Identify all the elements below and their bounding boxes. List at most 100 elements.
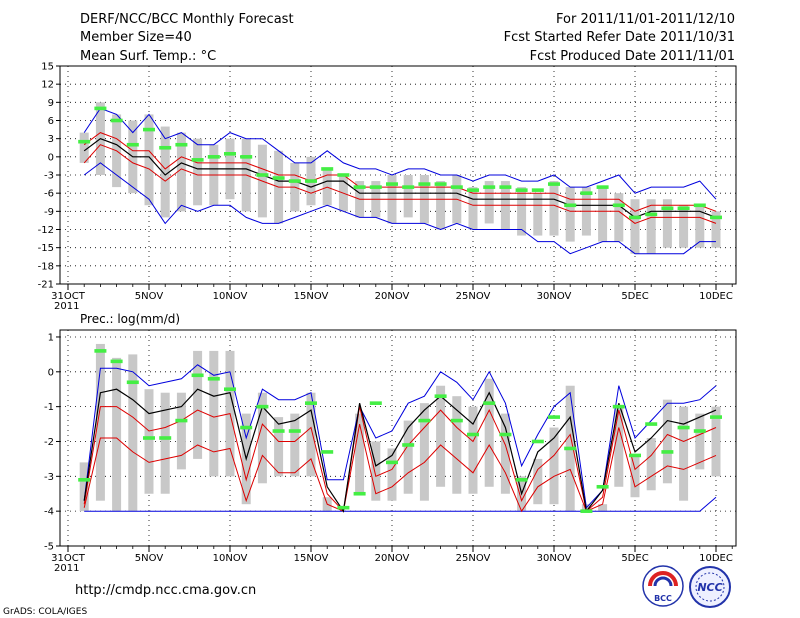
temp-observed-marker xyxy=(710,215,722,220)
temp-ytick-label: -3 xyxy=(44,171,54,182)
prec-observed-marker xyxy=(515,478,528,482)
prec-observed-marker xyxy=(564,446,577,451)
prec-observed-marker xyxy=(224,387,236,392)
temp-ytick-label: 15 xyxy=(41,62,54,73)
prec-ensemble-box xyxy=(711,406,721,477)
bcc-logo-text: BCC xyxy=(654,594,672,603)
prec-observed-marker xyxy=(677,425,690,430)
prec-observed-marker xyxy=(78,478,91,482)
prec-ensemble-box xyxy=(468,406,478,494)
prec-plot-frame xyxy=(59,329,737,547)
prec-ensemble-box xyxy=(549,427,559,505)
temp-observed-marker xyxy=(531,188,544,192)
temp-ensemble-box xyxy=(614,193,624,242)
prec-ensemble-box xyxy=(112,357,122,512)
prec-ytick-label: -5 xyxy=(44,542,54,553)
temp-observed-marker xyxy=(450,185,463,189)
temp-ytick-label: -18 xyxy=(38,261,54,272)
temp-ytick-label: -9 xyxy=(44,207,54,218)
temp-observed-marker xyxy=(402,185,415,189)
temp-observed-marker xyxy=(143,127,155,132)
prec-ensemble-box xyxy=(598,504,608,512)
temp-observed-marker xyxy=(548,182,560,186)
temp-ensemble-box xyxy=(484,181,494,224)
temp-xtick-label: 5NOV xyxy=(135,291,164,302)
prec-xtick-label: 31OCT xyxy=(51,553,86,564)
temp-ensemble-box xyxy=(711,211,721,248)
prec-ensemble-box xyxy=(144,389,154,494)
prec-ensemble-box xyxy=(160,392,170,494)
bcc-logo: BCC xyxy=(642,565,684,607)
temp-ytick-label: -15 xyxy=(38,243,54,254)
temp-observed-marker xyxy=(596,185,609,189)
temp-ensemble-box xyxy=(679,205,689,248)
temp-xtick-label: 5DEC xyxy=(621,291,648,302)
prec-ensemble-box xyxy=(484,378,494,487)
temp-xtick-label: 20NOV xyxy=(375,291,410,302)
temp-observed-marker xyxy=(272,176,285,180)
prec-observed-marker xyxy=(110,359,123,364)
prec-observed-marker xyxy=(288,429,301,433)
temp-xtick-label: 31OCT xyxy=(51,291,86,302)
temp-observed-marker xyxy=(612,203,625,208)
prec-observed-marker xyxy=(467,432,479,437)
prec-ensemble-box xyxy=(355,413,365,494)
prec-ci-lower-line xyxy=(83,423,717,513)
temp-ensemble-box xyxy=(549,181,559,236)
prec-ensemble-box xyxy=(209,350,219,477)
prec-observed-marker xyxy=(596,484,609,489)
prec-ytick-label: -2 xyxy=(44,437,54,448)
temp-xtick-label: 10DEC xyxy=(699,291,733,302)
temp-ytick-label: 12 xyxy=(41,80,54,91)
prec-ensemble-box xyxy=(79,462,89,512)
prec-observed-marker xyxy=(661,450,674,454)
prec-ensemble-box xyxy=(306,392,316,477)
prec-year-label: 2011 xyxy=(54,563,79,574)
prec-ytick-label: 0 xyxy=(48,367,54,378)
temp-ci-lower-line xyxy=(83,144,717,224)
temp-observed-marker xyxy=(564,203,577,208)
temp-mean-line xyxy=(83,138,717,219)
prec-ensemble-box xyxy=(274,417,284,477)
prec-ytick-label: 1 xyxy=(48,332,54,343)
prec-ytick-label: -4 xyxy=(44,507,54,518)
prec-observed-marker xyxy=(159,436,172,440)
temp-observed-marker xyxy=(483,185,496,189)
prec-observed-marker xyxy=(531,439,544,444)
prec-ensemble-box xyxy=(452,396,462,494)
temp-xtick-label: 30NOV xyxy=(537,291,572,302)
temp-xtick-label: 25NOV xyxy=(456,291,491,302)
temp-observed-marker xyxy=(240,155,253,159)
prec-observed-marker xyxy=(337,505,350,510)
prec-range-max-line xyxy=(83,364,717,509)
temp-ci-upper-line xyxy=(83,132,717,212)
grads-credit: GrADS: COLA/IGES xyxy=(3,607,87,617)
prec-ensemble-box xyxy=(679,406,689,501)
temp-ytick-label: -6 xyxy=(44,189,54,200)
prec-xtick-label: 10DEC xyxy=(699,553,733,564)
temp-observed-marker xyxy=(78,139,91,144)
prec-ci-upper-line xyxy=(83,406,717,513)
prec-observed-marker xyxy=(175,418,188,423)
figure-title: DERF/NCC/BCC Monthly Forecast xyxy=(80,12,294,27)
prec-observed-marker xyxy=(450,418,463,423)
temp-observed-marker xyxy=(305,179,317,183)
prec-ensemble-box xyxy=(257,392,267,484)
temp-observed-marker xyxy=(515,188,528,192)
member-size-label: Member Size=40 xyxy=(80,30,192,45)
prec-ensemble-box xyxy=(128,354,138,512)
temp-observed-marker xyxy=(126,142,139,147)
temp-ensemble-box xyxy=(193,138,203,206)
prec-ensemble-box xyxy=(533,458,543,505)
prec-ensemble-box xyxy=(614,406,624,487)
prec-observed-marker xyxy=(369,401,382,405)
temp-observed-marker xyxy=(661,206,674,211)
prec-xtick-label: 15NOV xyxy=(294,553,329,564)
prec-observed-marker xyxy=(434,394,447,398)
temp-ensemble-box xyxy=(436,181,446,230)
prec-xtick-label: 25NOV xyxy=(456,553,491,564)
source-url-link[interactable]: http://cmdp.ncc.cma.gov.cn xyxy=(75,583,256,598)
temp-observed-marker xyxy=(321,167,334,171)
